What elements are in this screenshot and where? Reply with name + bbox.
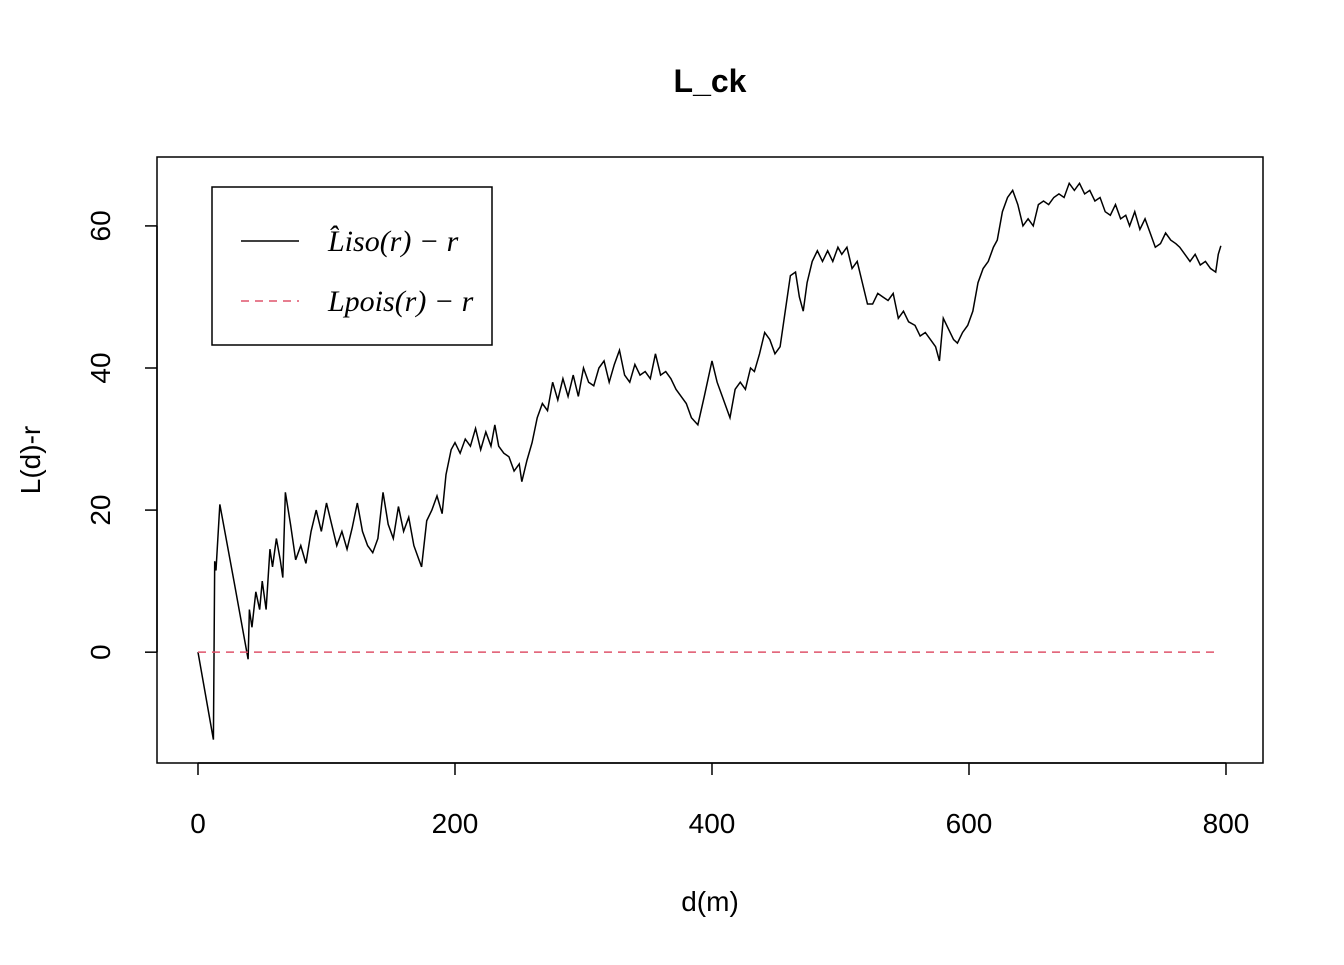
legend-box bbox=[211, 186, 493, 346]
y-tick-label: 60 bbox=[85, 210, 116, 241]
x-tick-label: 600 bbox=[946, 808, 993, 839]
chart-title: L_ck bbox=[674, 63, 747, 99]
x-tick-label: 800 bbox=[1203, 808, 1250, 839]
y-tick-label: 20 bbox=[85, 495, 116, 526]
legend-label: Lpois(r) − r bbox=[327, 285, 474, 318]
series-line bbox=[197, 181, 1222, 740]
y-tick-label: 40 bbox=[85, 352, 116, 383]
x-axis-label: d(m) bbox=[681, 886, 739, 917]
x-tick-label: 400 bbox=[689, 808, 736, 839]
legend-label: L̂iso(r) − r bbox=[327, 225, 459, 258]
y-axis-label: L(d)-r bbox=[15, 426, 46, 494]
y-tick-label: 0 bbox=[85, 644, 116, 660]
x-tick-label: 0 bbox=[190, 808, 206, 839]
x-tick-label: 200 bbox=[432, 808, 479, 839]
